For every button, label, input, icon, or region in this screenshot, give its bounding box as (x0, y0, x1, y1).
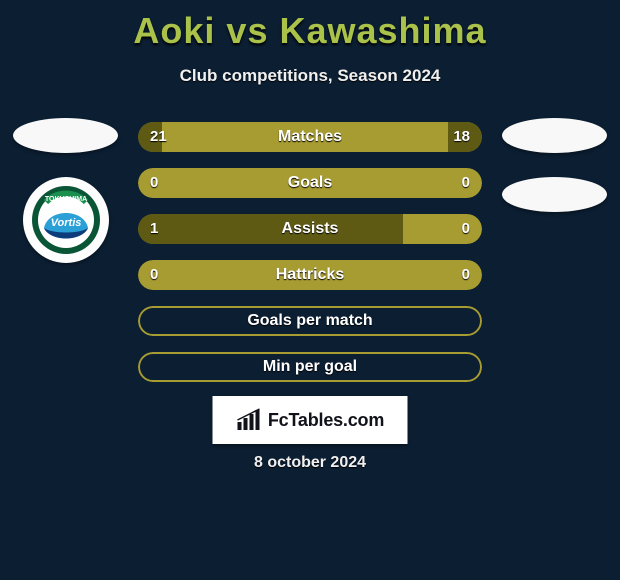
club-badge-icon: TOKUSHIMA Vortis (30, 184, 102, 256)
page-subtitle: Club competitions, Season 2024 (0, 66, 620, 86)
brand-logo-box: FcTables.com (213, 396, 408, 444)
svg-text:Vortis: Vortis (50, 217, 81, 229)
player-right-club-placeholder (502, 177, 607, 212)
player-left-photo-placeholder (13, 118, 118, 153)
stat-label: Assists (138, 214, 482, 244)
stat-label: Min per goal (138, 352, 482, 382)
stat-label: Goals per match (138, 306, 482, 336)
stat-value-right: 0 (462, 260, 470, 290)
stat-row: Hattricks0 0 (138, 260, 482, 290)
stat-value-left: 0 (150, 260, 158, 290)
stat-label: Matches (138, 122, 482, 152)
brand-name: FcTables.com (268, 410, 384, 431)
page-title: Aoki vs Kawashima (0, 0, 620, 52)
stat-row: Assists1 0 (138, 214, 482, 244)
stat-value-left: 21 (150, 122, 167, 152)
stat-value-right: 0 (462, 168, 470, 198)
stat-row: Min per goal (138, 352, 482, 382)
stat-row: Goals per match (138, 306, 482, 336)
stat-value-left: 0 (150, 168, 158, 198)
footer-date: 8 october 2024 (0, 454, 620, 472)
stat-label: Hattricks (138, 260, 482, 290)
left-player-column: TOKUSHIMA Vortis (8, 118, 123, 263)
stat-row: Matches21 18 (138, 122, 482, 152)
brand-chart-icon (236, 408, 266, 432)
right-player-column (497, 118, 612, 212)
player-left-club-badge: TOKUSHIMA Vortis (23, 177, 109, 263)
svg-text:TOKUSHIMA: TOKUSHIMA (44, 196, 86, 203)
stat-bars-container: Matches2118Goals00Assists10Hattricks00Go… (138, 122, 482, 382)
player-right-photo-placeholder (502, 118, 607, 153)
stat-value-left: 1 (150, 214, 158, 244)
stat-value-right: 18 (453, 122, 470, 152)
stat-label: Goals (138, 168, 482, 198)
stat-value-right: 0 (462, 214, 470, 244)
stat-row: Goals0 0 (138, 168, 482, 198)
